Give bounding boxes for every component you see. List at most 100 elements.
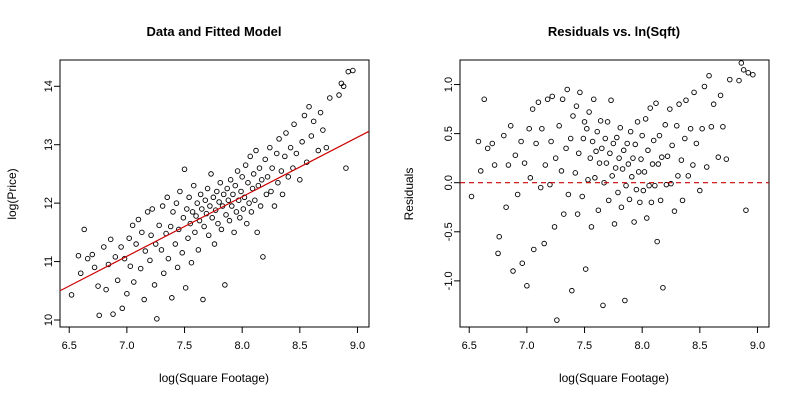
data-point bbox=[190, 182, 197, 189]
data-point bbox=[678, 157, 685, 163]
data-point bbox=[308, 133, 315, 139]
data-point bbox=[691, 89, 697, 96]
data-point bbox=[496, 233, 502, 240]
data-point bbox=[114, 277, 121, 284]
data-point bbox=[577, 89, 583, 96]
data-point bbox=[279, 191, 286, 198]
data-point bbox=[204, 185, 211, 192]
data-point bbox=[687, 125, 694, 132]
x-tick-label: 9.0 bbox=[350, 340, 365, 352]
data-point bbox=[563, 145, 569, 152]
data-point bbox=[230, 191, 236, 198]
data-point bbox=[679, 197, 686, 204]
data-point bbox=[283, 130, 289, 136]
data-point bbox=[216, 199, 222, 205]
data-point bbox=[551, 224, 558, 230]
data-point bbox=[184, 206, 190, 212]
data-point bbox=[587, 155, 594, 161]
data-point bbox=[327, 95, 333, 101]
data-point bbox=[299, 139, 305, 145]
data-point bbox=[717, 92, 724, 99]
data-point bbox=[254, 229, 260, 236]
data-point bbox=[541, 240, 547, 247]
data-point bbox=[126, 235, 132, 241]
data-point bbox=[282, 153, 288, 160]
data-point bbox=[227, 177, 234, 183]
data-point bbox=[189, 209, 196, 215]
data-point bbox=[648, 199, 655, 206]
data-point bbox=[264, 174, 271, 180]
data-point bbox=[674, 123, 680, 129]
data-point bbox=[214, 188, 220, 195]
data-point bbox=[147, 257, 153, 264]
x-tick-label: 7.0 bbox=[519, 340, 534, 352]
data-point bbox=[667, 106, 673, 112]
data-point bbox=[267, 144, 273, 151]
data-point bbox=[320, 127, 326, 133]
data-point bbox=[89, 251, 96, 258]
data-point bbox=[605, 197, 612, 204]
data-point bbox=[570, 113, 576, 119]
data-point bbox=[489, 140, 496, 147]
data-point bbox=[340, 83, 347, 90]
data-point bbox=[187, 220, 194, 227]
data-point bbox=[112, 254, 119, 260]
data-point bbox=[345, 68, 352, 75]
data-point bbox=[599, 145, 605, 152]
data-point bbox=[585, 177, 591, 183]
data-point bbox=[161, 270, 167, 277]
data-point bbox=[156, 222, 162, 229]
data-point bbox=[248, 209, 255, 215]
x-tick-label: 7.5 bbox=[177, 340, 192, 352]
data-point bbox=[226, 217, 233, 224]
data-point bbox=[558, 168, 565, 174]
data-point bbox=[572, 170, 579, 176]
data-point bbox=[246, 200, 252, 206]
data-point bbox=[524, 283, 530, 289]
x-tick-label: 9.0 bbox=[750, 340, 765, 352]
data-point bbox=[653, 100, 659, 106]
data-point bbox=[569, 287, 575, 294]
data-point bbox=[275, 179, 281, 186]
data-point bbox=[659, 154, 665, 160]
data-point bbox=[276, 136, 282, 142]
data-point bbox=[211, 241, 218, 247]
data-point bbox=[642, 116, 649, 122]
data-point bbox=[640, 187, 647, 194]
data-point bbox=[127, 263, 134, 269]
y-tick-label: 13 bbox=[43, 139, 55, 151]
data-point bbox=[180, 214, 187, 221]
data-point bbox=[468, 193, 475, 200]
data-point bbox=[531, 246, 537, 253]
data-point bbox=[708, 123, 715, 130]
data-point bbox=[507, 123, 514, 129]
data-point bbox=[167, 223, 174, 230]
data-point bbox=[664, 153, 671, 159]
data-point bbox=[518, 138, 524, 145]
data-point bbox=[683, 97, 689, 103]
data-point bbox=[141, 296, 147, 303]
data-point bbox=[675, 173, 681, 179]
data-point bbox=[310, 118, 317, 125]
data-point bbox=[699, 125, 705, 132]
data-point bbox=[539, 125, 545, 132]
data-point bbox=[697, 187, 703, 194]
x-tick-label: 7.5 bbox=[577, 340, 592, 352]
data-point bbox=[591, 96, 597, 103]
data-point bbox=[242, 162, 249, 168]
data-point bbox=[584, 125, 590, 132]
data-point bbox=[252, 197, 258, 203]
data-point bbox=[526, 125, 532, 132]
data-point bbox=[217, 179, 224, 186]
data-point bbox=[233, 209, 240, 215]
data-point bbox=[685, 173, 692, 179]
data-point bbox=[207, 203, 213, 209]
data-point bbox=[723, 156, 730, 162]
data-point bbox=[639, 132, 645, 139]
data-point bbox=[542, 162, 549, 168]
data-point bbox=[237, 214, 243, 221]
data-point bbox=[579, 193, 585, 200]
data-point bbox=[170, 209, 176, 215]
x-tick-label: 6.5 bbox=[462, 340, 477, 352]
data-point bbox=[635, 169, 642, 175]
